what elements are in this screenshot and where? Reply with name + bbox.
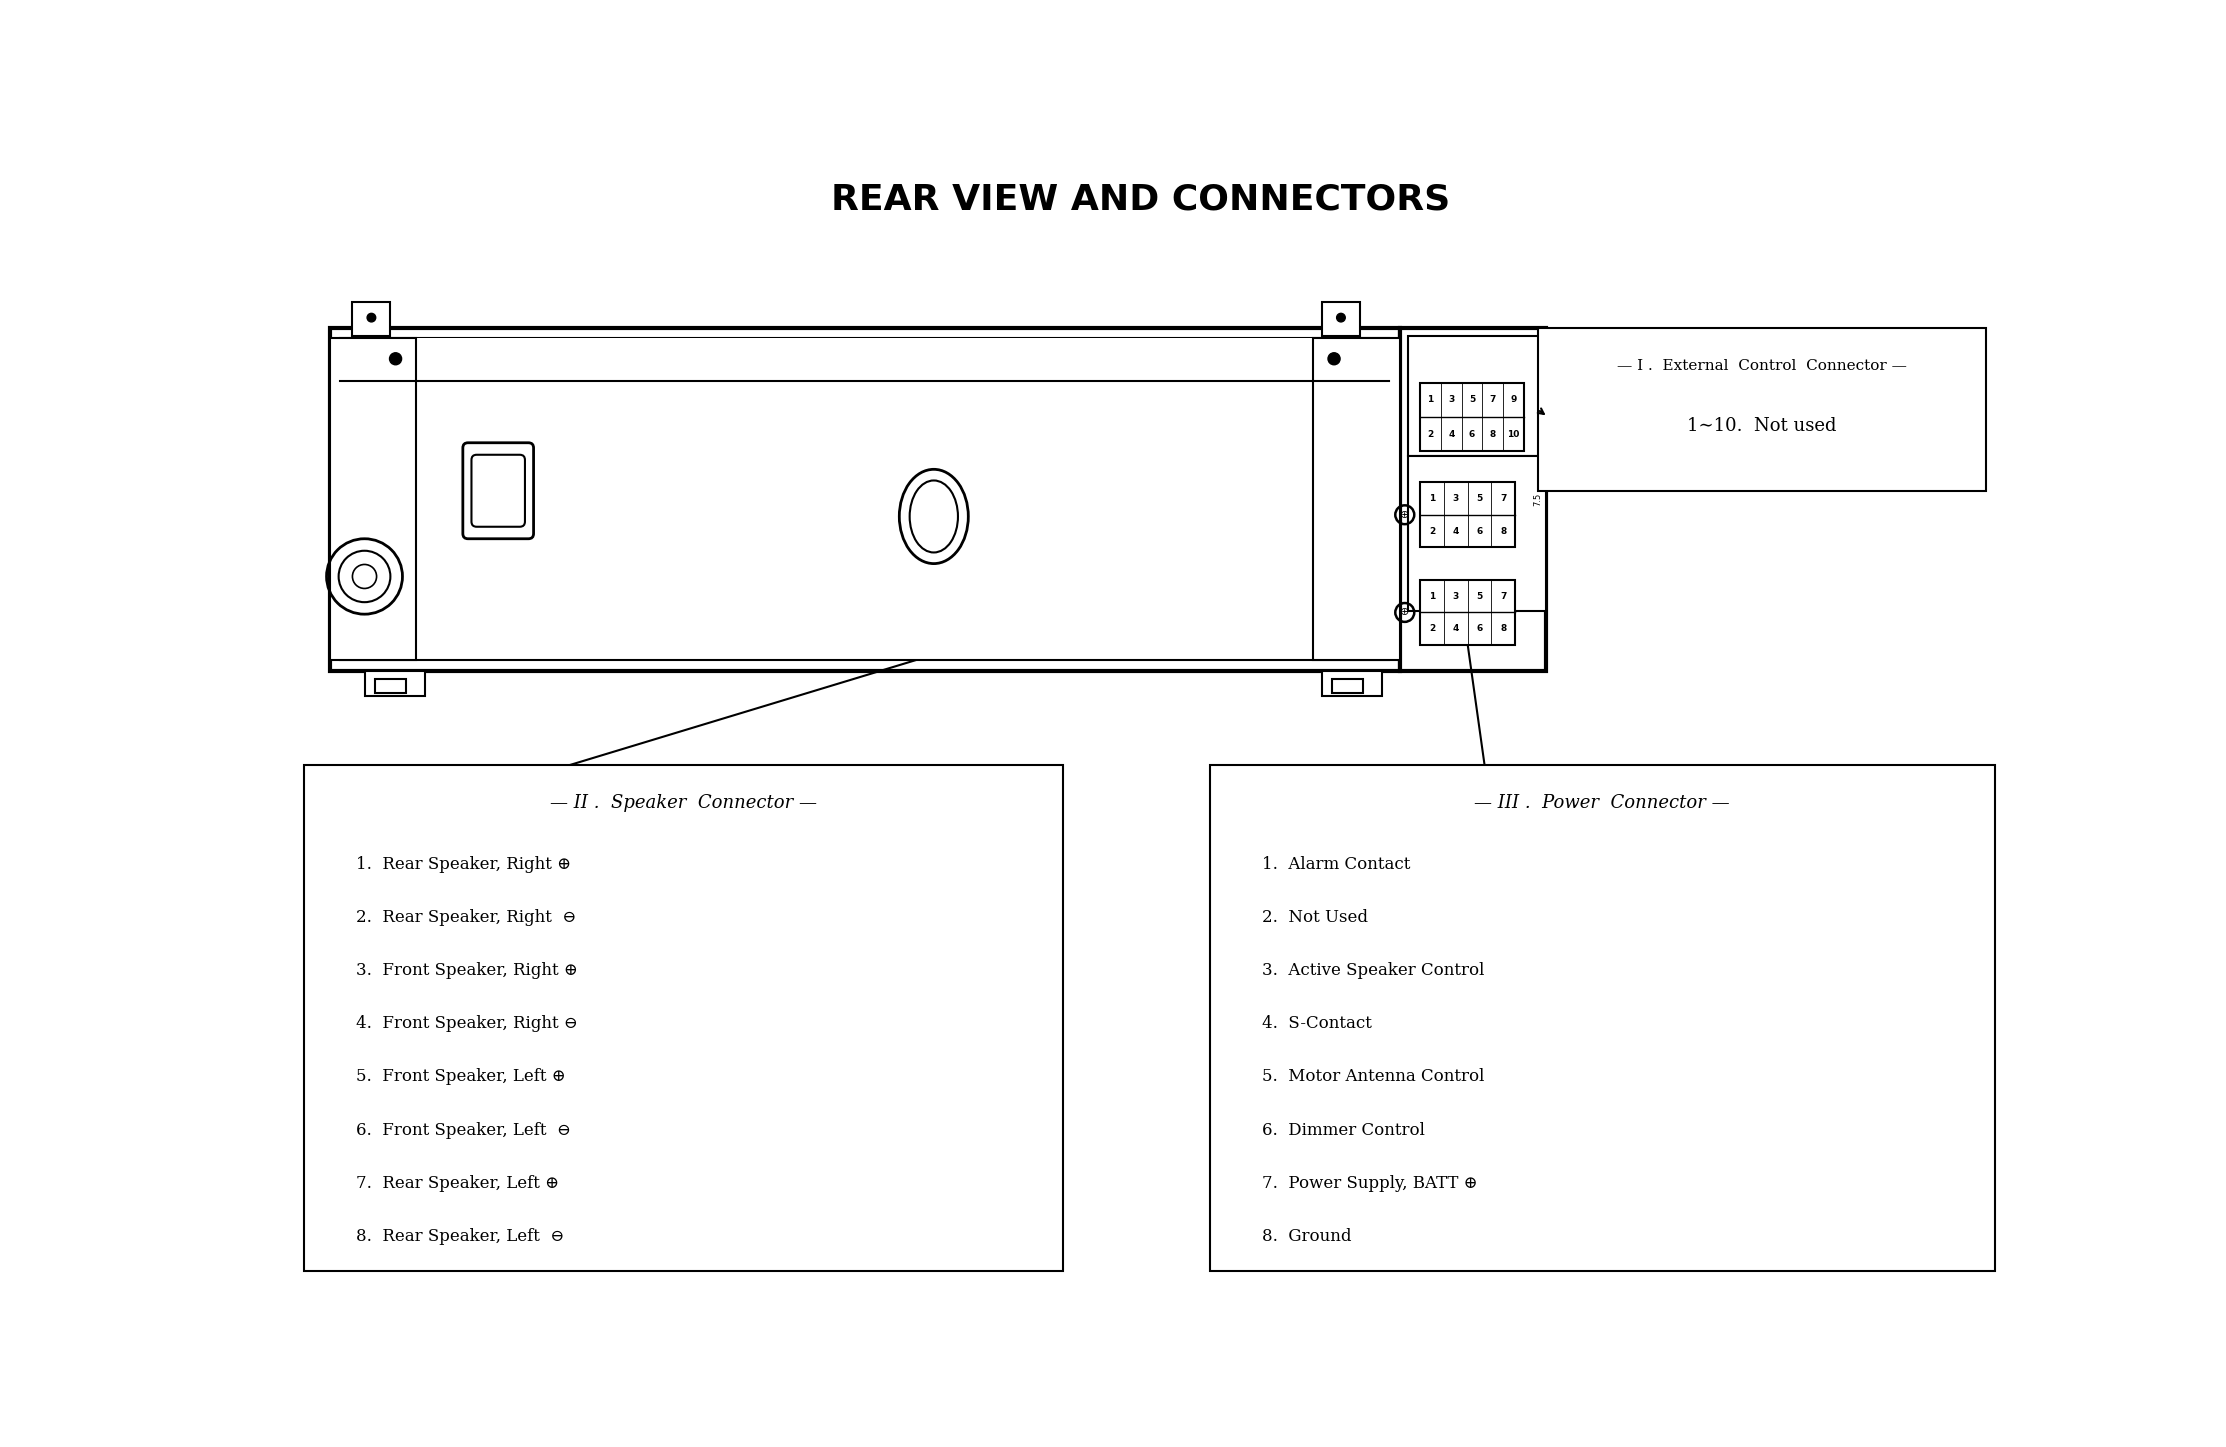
Text: 5.  Motor Antenna Control: 5. Motor Antenna Control [1262,1068,1485,1085]
Text: 1: 1 [1429,493,1436,504]
Text: ⊕: ⊕ [1400,608,1409,618]
Text: 2.  Rear Speaker, Right  ⊖: 2. Rear Speaker, Right ⊖ [356,909,577,926]
Text: — III .  Power  Connector —: — III . Power Connector — [1474,794,1730,812]
Bar [1420,482,1516,547]
Text: ⊕: ⊕ [1400,509,1409,519]
FancyBboxPatch shape [463,443,534,538]
Circle shape [390,353,401,365]
Bar [1409,456,1547,611]
Text: 6: 6 [1476,624,1483,634]
Text: 7.5: 7.5 [1534,492,1543,506]
Text: 9: 9 [1509,395,1516,404]
Text: 5: 5 [1476,493,1483,504]
Text: 7: 7 [1489,395,1496,404]
Text: 8.  Rear Speaker, Left  ⊖: 8. Rear Speaker, Left ⊖ [356,1229,563,1244]
Ellipse shape [899,469,968,564]
Text: 3.  Front Speaker, Right ⊕: 3. Front Speaker, Right ⊕ [356,962,577,980]
Text: 1: 1 [1429,592,1436,601]
Bar [365,671,425,696]
Text: 4: 4 [1454,624,1458,634]
Text: 5.  Front Speaker, Left ⊕: 5. Front Speaker, Left ⊕ [356,1068,565,1085]
Text: 3: 3 [1449,395,1454,404]
Text: 8: 8 [1489,430,1496,438]
Text: 2: 2 [1427,430,1434,438]
Text: REAR VIEW AND CONNECTORS: REAR VIEW AND CONNECTORS [830,182,1451,217]
Text: 1: 1 [1427,395,1434,404]
Circle shape [1336,314,1345,321]
Text: 4.  Front Speaker, Right ⊖: 4. Front Speaker, Right ⊖ [356,1016,577,1032]
Bar [1400,328,1547,671]
Bar [341,339,1389,381]
Circle shape [1329,353,1340,365]
FancyBboxPatch shape [352,302,390,337]
FancyBboxPatch shape [1322,302,1360,337]
Bar [374,679,405,693]
Text: 3.  Active Speaker Control: 3. Active Speaker Control [1262,962,1485,980]
Bar [1538,328,1986,491]
Text: 4: 4 [1454,527,1458,535]
Text: 3: 3 [1454,493,1458,504]
Text: 2.  Not Used: 2. Not Used [1262,909,1367,926]
Bar [1211,765,1994,1270]
Text: 6.  Front Speaker, Left  ⊖: 6. Front Speaker, Left ⊖ [356,1121,570,1139]
Text: 7: 7 [1500,592,1507,601]
Text: 6: 6 [1476,527,1483,535]
Text: 7.  Rear Speaker, Left ⊕: 7. Rear Speaker, Left ⊕ [356,1175,559,1192]
Bar [1420,580,1516,645]
Bar [1333,679,1362,693]
Text: 7.  Power Supply, BATT ⊕: 7. Power Supply, BATT ⊕ [1262,1175,1478,1192]
Text: 3: 3 [1454,592,1458,601]
Text: 8.  Ground: 8. Ground [1262,1229,1351,1244]
Text: 2: 2 [1429,624,1436,634]
Bar [1322,671,1382,696]
Circle shape [367,314,376,321]
Bar [329,328,1400,671]
Text: 4: 4 [1449,430,1454,438]
Text: 5: 5 [1476,592,1483,601]
Text: 10: 10 [1507,430,1520,438]
Text: 1.  Alarm Contact: 1. Alarm Contact [1262,857,1409,873]
Bar [1313,339,1400,660]
Ellipse shape [910,480,957,553]
FancyBboxPatch shape [472,454,525,527]
Bar [1409,337,1547,456]
Text: 6: 6 [1469,430,1476,438]
Text: 5: 5 [1469,395,1476,404]
Text: 6.  Dimmer Control: 6. Dimmer Control [1262,1121,1425,1139]
Text: 1∼10.  Not used: 1∼10. Not used [1687,417,1836,434]
Text: — II .  Speaker  Connector —: — II . Speaker Connector — [550,794,817,812]
Bar [329,339,416,660]
Text: 1.  Rear Speaker, Right ⊕: 1. Rear Speaker, Right ⊕ [356,857,570,873]
Bar [305,765,1064,1270]
Text: 2: 2 [1429,527,1436,535]
Text: 7: 7 [1500,493,1507,504]
Text: 4.  S-Contact: 4. S-Contact [1262,1016,1371,1032]
Text: 8: 8 [1500,527,1507,535]
Bar [341,339,1389,660]
Bar [1420,383,1525,451]
Text: — I .  External  Control  Connector —: — I . External Control Connector — [1616,359,1908,373]
Text: 8: 8 [1500,624,1507,634]
